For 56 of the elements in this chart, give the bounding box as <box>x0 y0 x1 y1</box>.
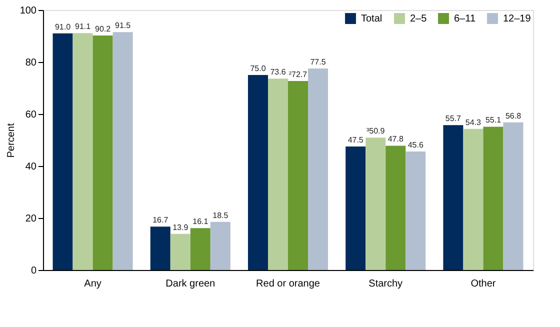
y-tick-label: 100 <box>20 6 37 16</box>
bar <box>346 146 366 270</box>
data-label: 54.3 <box>465 118 482 127</box>
x-tick-label: Starchy <box>368 278 403 290</box>
bar <box>288 80 308 270</box>
bar <box>308 68 328 270</box>
bar <box>463 128 484 270</box>
bar <box>52 33 73 270</box>
y-axis-title: Percent <box>6 123 17 158</box>
legend-label: Total <box>361 14 382 25</box>
data-label: 55.1 <box>485 116 502 125</box>
bar <box>443 125 464 270</box>
data-label: 90.2 <box>94 24 112 34</box>
y-tick-label: 60 <box>25 110 37 120</box>
data-label: 56.8 <box>505 111 522 120</box>
data-label: 45.6 <box>408 140 424 150</box>
bar <box>268 78 288 270</box>
bar <box>72 33 93 270</box>
bar <box>503 122 524 270</box>
bar <box>170 234 190 270</box>
y-tick-label: 40 <box>25 162 37 172</box>
bar <box>190 228 210 270</box>
data-label: 47.5 <box>348 136 364 144</box>
data-label: 77.5 <box>310 58 326 66</box>
y-tick-label: 80 <box>25 58 37 68</box>
bar <box>112 32 133 270</box>
data-label: ²72.7 <box>288 70 308 79</box>
bar <box>386 146 406 270</box>
bar <box>92 35 113 270</box>
data-label: 55.7 <box>445 114 462 124</box>
data-label: 91.1 <box>74 22 92 32</box>
bar <box>483 126 504 270</box>
x-tick-label: Red or orange <box>256 278 320 290</box>
legend-label: 2–5 <box>410 14 428 25</box>
data-label: 91.0 <box>54 22 72 32</box>
data-label: 75.0 <box>250 64 266 73</box>
x-tick-label: Dark green <box>166 278 216 290</box>
data-label: 73.6 <box>270 68 286 77</box>
bar <box>150 226 170 270</box>
x-tick-label: Other <box>470 278 496 290</box>
legend-label: 6–11 <box>454 14 476 25</box>
bar <box>406 151 426 270</box>
data-label: 91.5 <box>115 21 132 30</box>
data-label: 18.5 <box>212 210 229 220</box>
data-label: 16.7 <box>152 216 169 225</box>
data-label: ³50.9 <box>366 126 386 136</box>
data-label: 13.9 <box>172 222 189 232</box>
bar <box>248 75 268 270</box>
data-label: 16.1 <box>192 217 209 226</box>
bar <box>210 222 230 270</box>
y-tick-label: 20 <box>25 214 37 224</box>
legend-label: 12–19 <box>503 14 532 25</box>
data-label: 47.8 <box>388 134 404 144</box>
bar <box>366 138 386 270</box>
x-tick-label: Any <box>84 278 102 290</box>
y-tick-label: 0 <box>30 266 37 276</box>
